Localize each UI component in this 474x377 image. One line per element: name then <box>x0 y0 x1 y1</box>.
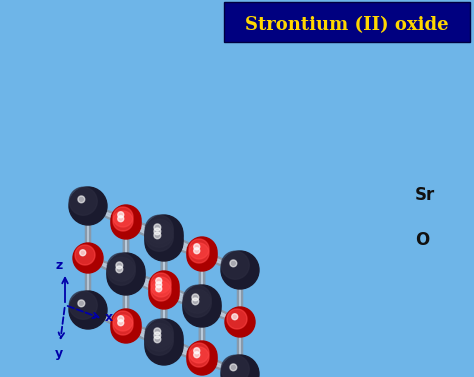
Circle shape <box>145 323 183 361</box>
Circle shape <box>145 219 183 257</box>
Circle shape <box>149 271 179 301</box>
Circle shape <box>113 311 133 331</box>
Circle shape <box>145 215 173 243</box>
Circle shape <box>154 336 161 343</box>
Circle shape <box>73 243 103 273</box>
Circle shape <box>194 248 200 254</box>
Circle shape <box>145 319 173 347</box>
Circle shape <box>116 262 123 269</box>
Circle shape <box>230 364 237 371</box>
Circle shape <box>192 298 199 305</box>
Circle shape <box>113 315 133 335</box>
Circle shape <box>189 343 209 363</box>
Circle shape <box>111 209 141 239</box>
Circle shape <box>221 251 259 289</box>
Circle shape <box>194 348 200 354</box>
Circle shape <box>154 328 161 335</box>
Circle shape <box>151 273 171 293</box>
Circle shape <box>192 294 199 301</box>
Circle shape <box>187 341 217 371</box>
Circle shape <box>151 281 171 301</box>
Circle shape <box>107 257 145 295</box>
Circle shape <box>113 207 133 227</box>
Circle shape <box>232 314 238 320</box>
Circle shape <box>145 215 183 253</box>
Circle shape <box>187 241 217 271</box>
Circle shape <box>113 211 133 231</box>
Text: O: O <box>415 231 429 249</box>
Text: y: y <box>55 347 63 360</box>
Text: Strontium (II) oxide: Strontium (II) oxide <box>245 16 449 34</box>
Circle shape <box>156 282 162 288</box>
Circle shape <box>194 352 200 358</box>
Circle shape <box>69 187 97 215</box>
Circle shape <box>69 291 97 319</box>
Circle shape <box>78 300 85 307</box>
Circle shape <box>154 228 161 235</box>
Circle shape <box>78 196 85 203</box>
Circle shape <box>145 219 173 247</box>
Circle shape <box>107 253 145 291</box>
Circle shape <box>230 260 237 267</box>
Circle shape <box>221 355 249 377</box>
Circle shape <box>116 266 123 273</box>
Circle shape <box>189 347 209 367</box>
Text: x: x <box>105 311 113 324</box>
Circle shape <box>221 251 249 279</box>
Circle shape <box>151 277 171 297</box>
Circle shape <box>69 187 107 225</box>
Circle shape <box>183 289 211 317</box>
Circle shape <box>145 223 173 251</box>
Circle shape <box>225 307 255 337</box>
Circle shape <box>221 355 259 377</box>
Circle shape <box>187 345 217 375</box>
Circle shape <box>149 279 179 309</box>
Circle shape <box>187 237 217 267</box>
Circle shape <box>183 285 221 323</box>
Circle shape <box>154 224 161 231</box>
Circle shape <box>111 205 141 235</box>
Circle shape <box>145 327 173 355</box>
Circle shape <box>156 278 162 284</box>
Circle shape <box>118 316 124 322</box>
Circle shape <box>75 245 95 265</box>
Circle shape <box>118 212 124 218</box>
Text: Sr: Sr <box>415 186 435 204</box>
Circle shape <box>183 289 221 327</box>
Circle shape <box>154 232 161 239</box>
FancyBboxPatch shape <box>224 2 470 42</box>
Text: z: z <box>56 259 63 272</box>
Circle shape <box>145 323 173 351</box>
Circle shape <box>107 253 135 281</box>
Circle shape <box>118 216 124 222</box>
Circle shape <box>149 275 179 305</box>
Circle shape <box>118 320 124 326</box>
Circle shape <box>189 239 209 259</box>
Circle shape <box>107 257 135 285</box>
Circle shape <box>145 327 183 365</box>
Circle shape <box>189 243 209 263</box>
Circle shape <box>111 313 141 343</box>
Circle shape <box>194 244 200 250</box>
Circle shape <box>80 250 86 256</box>
Circle shape <box>145 223 183 261</box>
Circle shape <box>154 332 161 339</box>
Circle shape <box>156 286 162 292</box>
Circle shape <box>69 291 107 329</box>
Circle shape <box>227 309 247 329</box>
Circle shape <box>111 309 141 339</box>
Circle shape <box>145 319 183 357</box>
Circle shape <box>183 285 211 313</box>
